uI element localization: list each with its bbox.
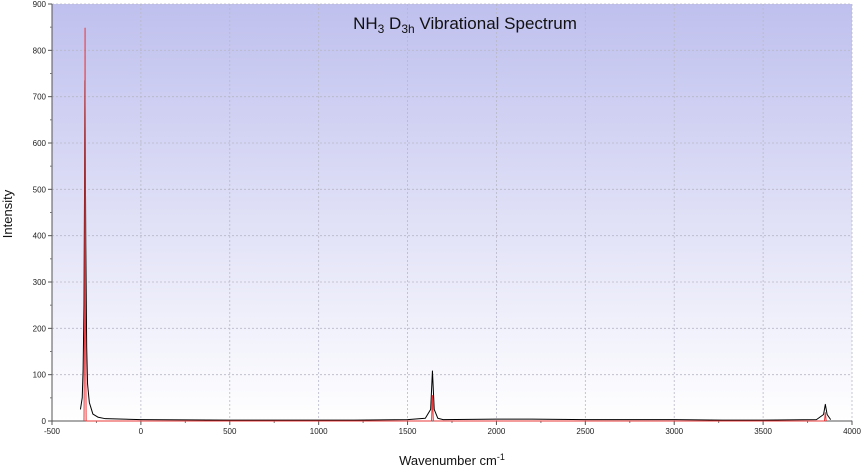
x-tick-label: 4000 [843, 427, 861, 436]
y-tick-label: 700 [33, 93, 47, 102]
x-axis-ticks: -500 0 500 1000 1500 2000 2500 3000 3500 4000 [44, 421, 861, 436]
x-tick-label: -500 [44, 427, 61, 436]
y-tick-label: 900 [33, 0, 47, 9]
y-tick-label: 800 [33, 46, 47, 55]
grid-lines [51, 3, 853, 422]
y-axis-label: Intensity [0, 189, 15, 238]
chart-title: NH3 D3h Vibrational Spectrum [353, 14, 577, 36]
y-tick-label: 500 [33, 185, 47, 194]
plot-area [52, 4, 852, 421]
x-tick-label: 1500 [399, 427, 417, 436]
x-tick-label: 1000 [310, 427, 328, 436]
x-axis-label: Wavenumber cm-1 [399, 452, 505, 468]
x-tick-label: 0 [139, 427, 144, 436]
series-line-2 [83, 27, 827, 422]
y-tick-label: 400 [33, 232, 47, 241]
y-tick-label: 100 [33, 371, 47, 380]
x-tick-label: 3500 [754, 427, 772, 436]
x-tick-label: 2500 [576, 427, 594, 436]
y-tick-label: 300 [33, 278, 47, 287]
y-tick-label: 200 [33, 324, 47, 333]
y-axis-ticks: 0 100 200 300 400 500 600 700 800 900 [33, 0, 52, 426]
x-tick-label: 500 [223, 427, 237, 436]
y-tick-label: 0 [42, 417, 47, 426]
x-tick-label: 3000 [665, 427, 683, 436]
y-tick-label: 600 [33, 139, 47, 148]
series-group [79, 27, 832, 422]
x-tick-label: 2000 [488, 427, 506, 436]
